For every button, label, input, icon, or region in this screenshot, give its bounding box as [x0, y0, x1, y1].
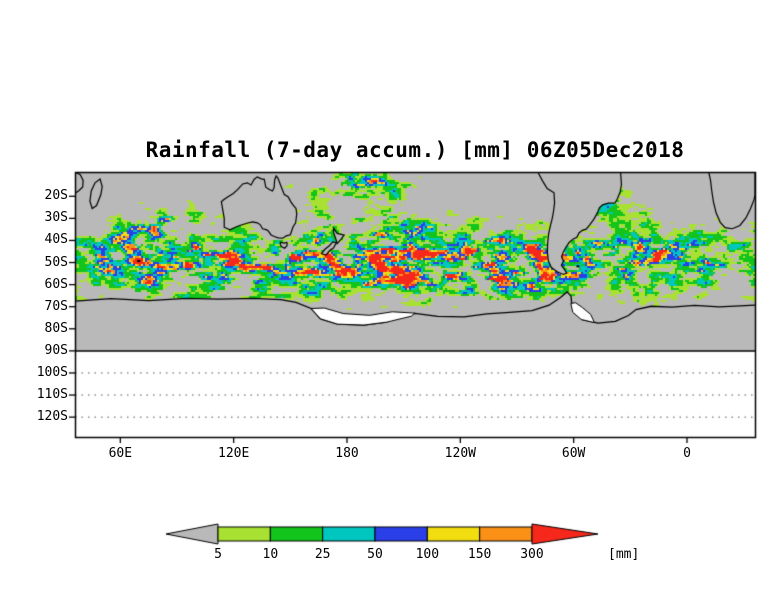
- chart-title: Rainfall (7-day accum.) [mm] 06Z05Dec201…: [145, 138, 685, 162]
